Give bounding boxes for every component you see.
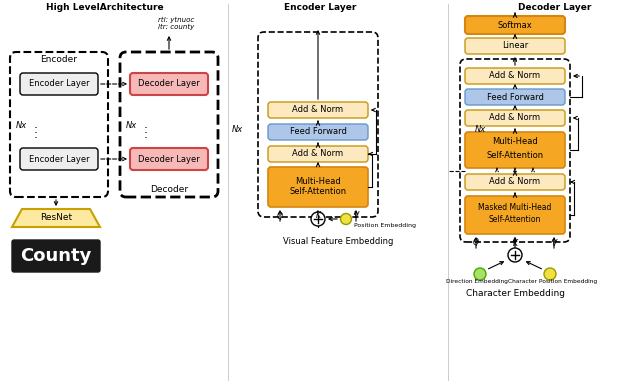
Text: Q: Q xyxy=(277,212,283,220)
FancyBboxPatch shape xyxy=(465,196,565,234)
Text: K: K xyxy=(513,238,518,248)
FancyBboxPatch shape xyxy=(268,124,368,140)
Text: Add & Norm: Add & Norm xyxy=(292,149,344,159)
Text: Direction Embedding: Direction Embedding xyxy=(446,280,508,285)
Text: Add & Norm: Add & Norm xyxy=(490,71,541,81)
Text: Encoder Layer: Encoder Layer xyxy=(29,79,90,89)
FancyBboxPatch shape xyxy=(10,52,108,197)
Text: ·: · xyxy=(144,123,148,136)
FancyBboxPatch shape xyxy=(130,148,208,170)
FancyBboxPatch shape xyxy=(20,73,98,95)
Text: Nx: Nx xyxy=(15,121,27,131)
FancyBboxPatch shape xyxy=(130,73,208,95)
Text: Self-Attention: Self-Attention xyxy=(489,215,541,223)
Text: ·: · xyxy=(34,123,38,136)
Text: Multi-Head: Multi-Head xyxy=(295,176,341,186)
Text: Encoder: Encoder xyxy=(40,55,77,65)
FancyBboxPatch shape xyxy=(268,167,368,207)
Circle shape xyxy=(340,214,351,225)
Text: Linear: Linear xyxy=(502,42,528,50)
Circle shape xyxy=(311,212,325,226)
FancyBboxPatch shape xyxy=(20,148,98,170)
Text: Masked Multi-Head: Masked Multi-Head xyxy=(478,202,552,212)
FancyBboxPatch shape xyxy=(465,38,565,54)
Text: ·: · xyxy=(144,133,148,146)
Text: Encoder Layer: Encoder Layer xyxy=(284,3,356,13)
Text: Softmax: Softmax xyxy=(498,21,532,29)
Text: Decoder Layer: Decoder Layer xyxy=(518,3,592,13)
FancyBboxPatch shape xyxy=(268,102,368,118)
FancyBboxPatch shape xyxy=(268,146,368,162)
Text: Character Embedding: Character Embedding xyxy=(465,290,564,298)
FancyBboxPatch shape xyxy=(465,110,565,126)
Text: ResNet: ResNet xyxy=(40,214,72,222)
Circle shape xyxy=(544,268,556,280)
FancyBboxPatch shape xyxy=(460,59,570,242)
Text: Feed Forward: Feed Forward xyxy=(486,92,543,102)
FancyBboxPatch shape xyxy=(465,132,565,168)
Text: ·: · xyxy=(34,128,38,141)
Polygon shape xyxy=(12,209,100,227)
Text: Self-Attention: Self-Attention xyxy=(289,188,347,196)
Circle shape xyxy=(474,268,486,280)
Text: rtl: ytnuoc: rtl: ytnuoc xyxy=(158,17,194,23)
Text: Position Embedding: Position Embedding xyxy=(354,222,416,228)
FancyBboxPatch shape xyxy=(465,89,565,105)
Text: Nx: Nx xyxy=(125,121,136,131)
Text: Multi-Head: Multi-Head xyxy=(492,138,538,147)
Text: Decoder Layer: Decoder Layer xyxy=(138,154,200,163)
Text: V: V xyxy=(353,212,358,220)
Circle shape xyxy=(508,248,522,262)
Text: K: K xyxy=(316,212,321,220)
Text: Decoder: Decoder xyxy=(150,185,188,194)
Text: High LevelArchitecture: High LevelArchitecture xyxy=(46,3,164,13)
Text: Nx: Nx xyxy=(232,126,243,134)
Text: Add & Norm: Add & Norm xyxy=(292,105,344,115)
FancyBboxPatch shape xyxy=(465,68,565,84)
FancyBboxPatch shape xyxy=(465,16,565,34)
FancyBboxPatch shape xyxy=(12,240,100,272)
Text: Add & Norm: Add & Norm xyxy=(490,113,541,123)
Text: Visual Feature Embedding: Visual Feature Embedding xyxy=(283,238,393,246)
Text: Character Position Embedding: Character Position Embedding xyxy=(508,280,598,285)
Text: ltr: county: ltr: county xyxy=(158,24,194,30)
FancyBboxPatch shape xyxy=(465,174,565,190)
Text: Feed Forward: Feed Forward xyxy=(289,128,346,136)
Text: Self-Attention: Self-Attention xyxy=(486,151,543,160)
Text: County: County xyxy=(20,247,92,265)
Text: ·: · xyxy=(144,128,148,141)
FancyBboxPatch shape xyxy=(258,32,378,217)
Text: Add & Norm: Add & Norm xyxy=(490,178,541,186)
Text: Nx: Nx xyxy=(474,126,486,134)
Text: Encoder Layer: Encoder Layer xyxy=(29,154,90,163)
Text: Decoder Layer: Decoder Layer xyxy=(138,79,200,89)
Text: ·: · xyxy=(34,133,38,146)
Text: Q: Q xyxy=(473,238,479,248)
FancyBboxPatch shape xyxy=(120,52,218,197)
Text: V: V xyxy=(552,238,557,248)
